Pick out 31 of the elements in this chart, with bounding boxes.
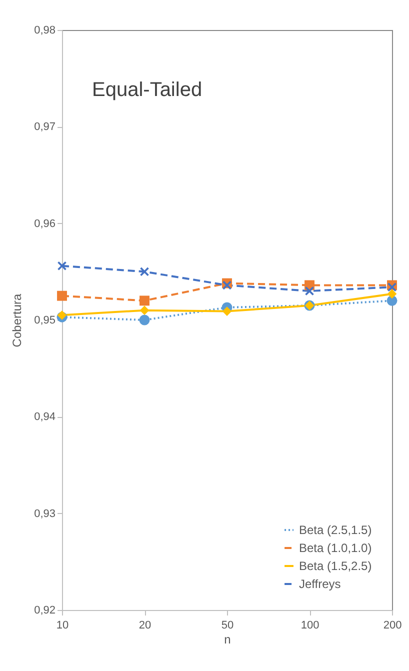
point	[57, 310, 67, 320]
y-tick-label: 0,96	[34, 218, 56, 230]
y-tick-label: 0,97	[34, 121, 56, 134]
x-tick-label: 10	[56, 620, 69, 632]
y-tick-label: 0,94	[34, 411, 56, 424]
y-axis-title: Cobertura	[10, 294, 24, 348]
y-tick-label: 0,92	[34, 604, 56, 616]
point	[387, 289, 397, 299]
point	[140, 267, 149, 276]
point	[58, 261, 66, 270]
x-tick-label: 200	[383, 620, 402, 632]
legend-label: Beta (1.5,2.5)	[299, 559, 372, 573]
point	[305, 286, 314, 296]
x-tick-label: 50	[221, 620, 234, 632]
y-tick-label: 0,93	[34, 508, 56, 520]
point	[388, 282, 396, 292]
legend-label: Jeffreys	[299, 577, 341, 591]
x-axis-title: n	[224, 632, 231, 646]
annotation: Equal-Tailed	[92, 79, 202, 101]
y-tick-label: 0,98	[34, 24, 56, 36]
point	[57, 290, 67, 301]
point	[222, 280, 232, 290]
y-tick-label: 0,95	[34, 314, 56, 326]
point	[140, 296, 150, 306]
point	[140, 306, 150, 316]
point	[139, 314, 150, 326]
legend-label: Beta (1.0,1.0)	[299, 541, 372, 555]
point	[222, 306, 232, 316]
x-tick-label: 20	[138, 620, 152, 632]
legend-label: Beta (2.5,1.5)	[299, 523, 372, 537]
x-tick-label: 100	[300, 620, 320, 632]
